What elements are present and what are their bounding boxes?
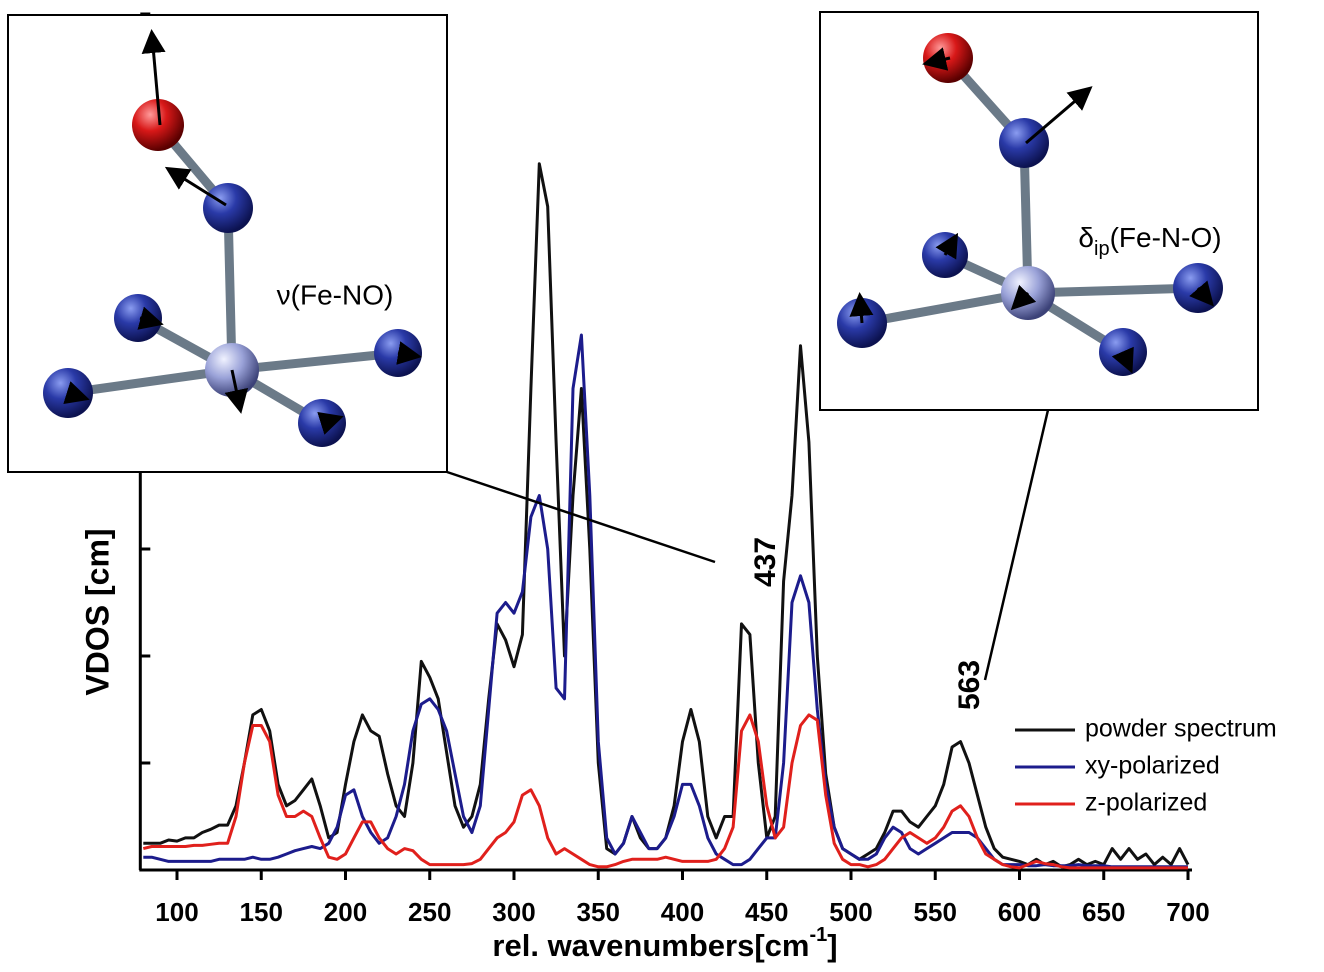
x-tick-label: 150 xyxy=(240,897,283,927)
peak-label: 563 xyxy=(953,660,986,710)
x-tick-label: 200 xyxy=(324,897,367,927)
inset-right: δip(Fe-N-O) xyxy=(819,11,1259,411)
x-tick-label: 300 xyxy=(492,897,535,927)
inset-label: ν(Fe-NO) xyxy=(277,279,394,310)
plot-area: 100 150 200 250 300 350 400 450 500 550 600 650 700 xyxy=(138,12,1210,927)
y-axis-label: VDOS [cm] xyxy=(79,528,115,695)
x-label-superscript: -1 xyxy=(809,924,827,946)
inset-label: δip(Fe-N-O) xyxy=(1078,222,1221,260)
inset-left: ν(Fe-NO) xyxy=(7,14,448,473)
x-tick-label: 400 xyxy=(661,897,704,927)
leader-line xyxy=(446,470,716,564)
x-tick-label: 650 xyxy=(1082,897,1125,927)
legend-label: z-polarized xyxy=(1085,789,1207,817)
x-label-suffix: ] xyxy=(827,928,837,963)
x-tick-label: 350 xyxy=(577,897,620,927)
x-label-text: rel. wavenumbers[cm xyxy=(492,928,809,963)
label-text: (Fe-N-O) xyxy=(1110,222,1222,253)
series-line xyxy=(142,713,1188,870)
x-axis-label: rel. wavenumbers[cm-1] xyxy=(492,924,837,963)
peak-label: 437 xyxy=(749,537,782,587)
x-tick-label: 100 xyxy=(155,897,198,927)
x-tick-label: 550 xyxy=(914,897,957,927)
x-tick-label: 600 xyxy=(998,897,1041,927)
legend-label: powder spectrum xyxy=(1085,715,1277,743)
x-tick-label: 250 xyxy=(408,897,451,927)
label-symbol: δ xyxy=(1078,222,1094,253)
legend-label: xy-polarized xyxy=(1085,752,1220,780)
x-tick-label: 450 xyxy=(745,897,788,927)
x-tick-label: 500 xyxy=(829,897,872,927)
leader-line xyxy=(983,409,1050,681)
label-subscript: ip xyxy=(1094,238,1110,260)
series-line xyxy=(143,333,1188,869)
x-tick-label: 700 xyxy=(1166,897,1209,927)
